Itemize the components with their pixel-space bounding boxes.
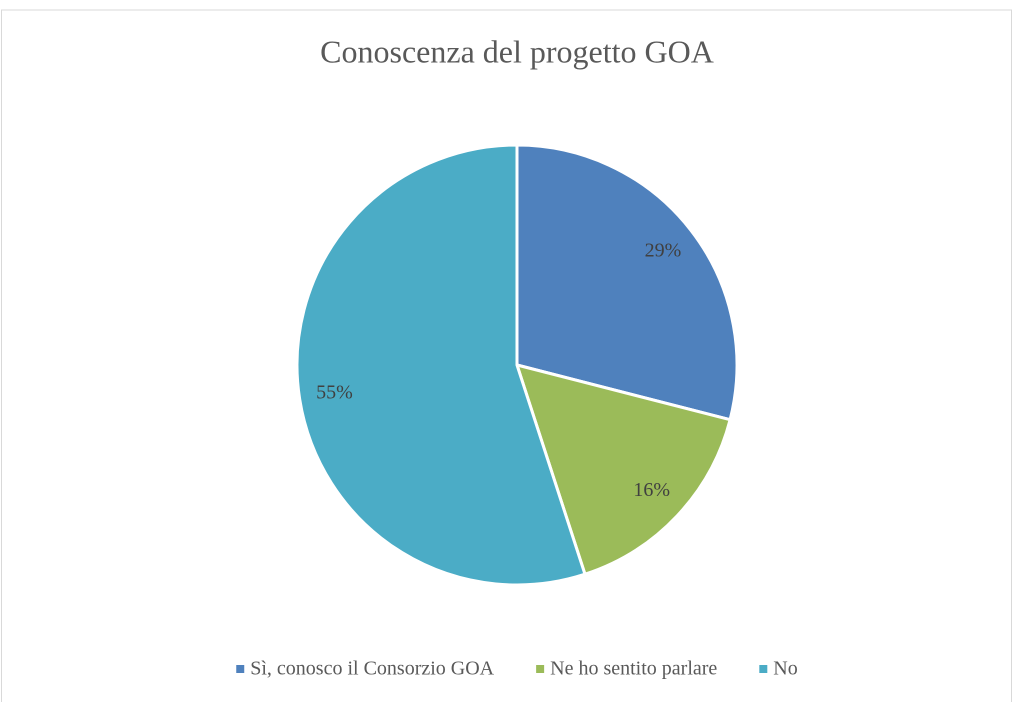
legend-marker xyxy=(536,665,545,673)
data-label: 16% xyxy=(633,479,670,501)
legend-label: No xyxy=(773,658,797,680)
legend-marker xyxy=(236,665,245,673)
data-label: 29% xyxy=(645,239,682,261)
legend-marker xyxy=(759,665,768,673)
legend-label: Sì, conosco il Consorzio GOA xyxy=(250,658,494,680)
data-label: 55% xyxy=(316,382,353,404)
legend-label: Ne ho sentito parlare xyxy=(550,658,717,680)
chart-title: Conoscenza del progetto GOA xyxy=(320,33,714,69)
pie-slice xyxy=(514,362,732,577)
pie-slice xyxy=(515,143,739,422)
pie-slice xyxy=(295,143,587,587)
